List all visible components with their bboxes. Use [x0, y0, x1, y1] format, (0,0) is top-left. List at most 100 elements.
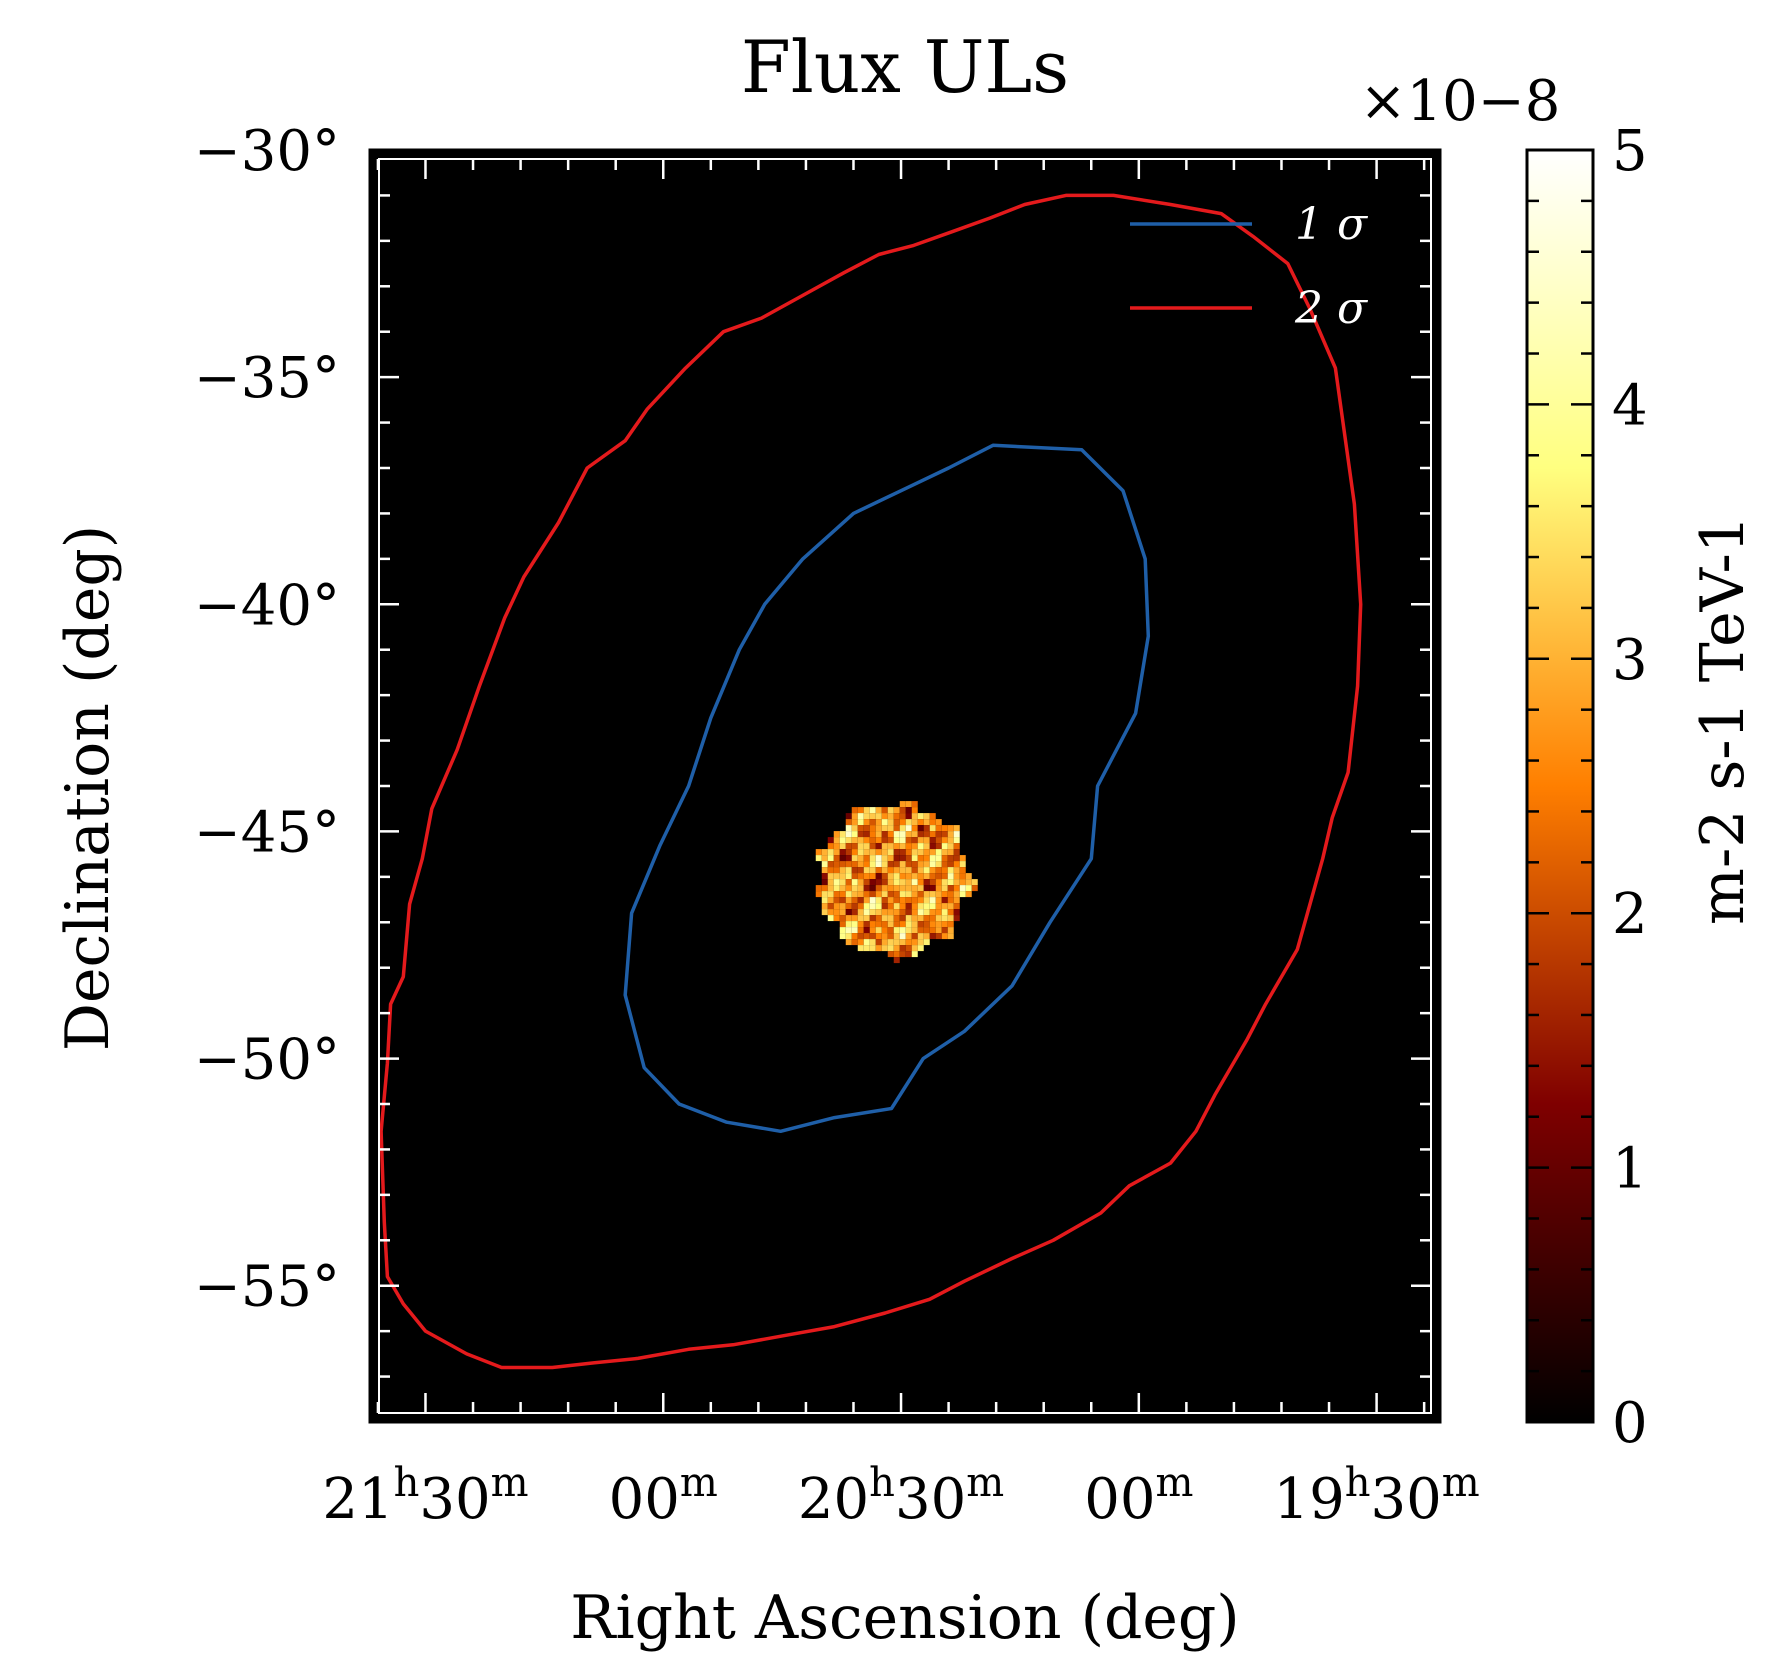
- heatmap-cell: [899, 933, 906, 940]
- heatmap-cell: [899, 897, 906, 904]
- heatmap-cell: [893, 957, 900, 964]
- heatmap-cell: [851, 813, 858, 820]
- heatmap-cell: [833, 861, 840, 868]
- heatmap-cell: [857, 819, 864, 826]
- heatmap-cell: [881, 837, 888, 844]
- heatmap-cell: [905, 813, 912, 820]
- heatmap-cell: [845, 831, 852, 838]
- heatmap-cell: [929, 933, 936, 940]
- heatmap-cell: [959, 885, 966, 892]
- heatmap-cell: [911, 819, 918, 826]
- heatmap-cell: [917, 939, 924, 946]
- heatmap-cell: [881, 933, 888, 940]
- contour-2-sigma: [379, 193, 1363, 1370]
- heatmap-cell: [875, 861, 882, 868]
- heatmap-cell: [863, 837, 870, 844]
- heatmap-cell: [833, 903, 840, 910]
- heatmap-cell: [905, 879, 912, 886]
- heatmap-cell: [893, 849, 900, 856]
- heatmap-cell: [857, 855, 864, 862]
- heatmap-cell: [875, 831, 882, 838]
- heatmap-cell: [899, 867, 906, 874]
- heatmap-cell: [947, 891, 954, 898]
- heatmap-cell: [845, 915, 852, 922]
- x-tick-m-sup: m: [491, 1460, 529, 1506]
- heatmap-cell: [857, 909, 864, 916]
- heatmap-cell: [905, 891, 912, 898]
- heatmap-cell: [917, 813, 924, 820]
- heatmap-cell: [827, 849, 834, 856]
- heatmap-cell: [923, 933, 930, 940]
- x-tick-h-sup: h: [869, 1460, 895, 1506]
- heatmap-cell: [923, 825, 930, 832]
- y-tick-label: −55°: [194, 1255, 340, 1320]
- x-tick-label: 19h30m: [1273, 1460, 1479, 1532]
- heatmap-cell: [911, 873, 918, 880]
- heatmap-cell: [863, 861, 870, 868]
- heatmap-cell: [911, 921, 918, 928]
- heatmap-cell: [953, 873, 960, 880]
- heatmap-cell: [941, 831, 948, 838]
- heatmap-cell: [863, 945, 870, 952]
- heatmap-cell: [923, 909, 930, 916]
- heatmap-cell: [893, 855, 900, 862]
- heatmap-cell: [887, 879, 894, 886]
- heatmap-cell: [959, 855, 966, 862]
- heatmap-cell: [845, 885, 852, 892]
- heatmap-cell: [827, 891, 834, 898]
- heatmap-cell: [935, 855, 942, 862]
- heatmap-cell: [923, 897, 930, 904]
- heatmap-cell: [899, 807, 906, 814]
- heatmap-cell: [887, 927, 894, 934]
- heatmap-cell: [839, 921, 846, 928]
- heatmap-cell: [923, 849, 930, 856]
- heatmap-region: [815, 801, 978, 964]
- heatmap-cell: [947, 831, 954, 838]
- heatmap-cell: [899, 885, 906, 892]
- heatmap-cell: [821, 909, 828, 916]
- heatmap-cell: [833, 909, 840, 916]
- heatmap-cell: [959, 873, 966, 880]
- heatmap-cell: [953, 897, 960, 904]
- heatmap-cell: [941, 879, 948, 886]
- heatmap-cell: [941, 837, 948, 844]
- heatmap-cell: [923, 885, 930, 892]
- heatmap-cell: [935, 837, 942, 844]
- heatmap-cell: [887, 855, 894, 862]
- heatmap-cell: [893, 951, 900, 958]
- heatmap-cell: [845, 891, 852, 898]
- heatmap-cell: [899, 861, 906, 868]
- heatmap-cell: [959, 879, 966, 886]
- heatmap-cell: [953, 879, 960, 886]
- heatmap-cell: [929, 849, 936, 856]
- heatmap-cell: [917, 897, 924, 904]
- heatmap-cell: [857, 885, 864, 892]
- heatmap-cell: [935, 903, 942, 910]
- heatmap-cell: [905, 843, 912, 850]
- heatmap-cell: [851, 915, 858, 922]
- heatmap-cell: [929, 843, 936, 850]
- heatmap-cell: [935, 885, 942, 892]
- x-tick-minutes: 30: [1371, 1467, 1442, 1532]
- heatmap-cell: [851, 825, 858, 832]
- heatmap-cell: [863, 903, 870, 910]
- heatmap-cell: [839, 897, 846, 904]
- heatmap-cell: [839, 903, 846, 910]
- heatmap-cell: [851, 885, 858, 892]
- heatmap-cell: [947, 927, 954, 934]
- heatmap-cell: [905, 885, 912, 892]
- heatmap-cell: [917, 849, 924, 856]
- heatmap-cell: [827, 885, 834, 892]
- heatmap-cell: [935, 873, 942, 880]
- heatmap-cell: [833, 843, 840, 850]
- heatmap-cell: [929, 897, 936, 904]
- heatmap-cell: [929, 879, 936, 886]
- heatmap-cell: [845, 921, 852, 928]
- x-tick-minutes: 00: [609, 1467, 680, 1532]
- heatmap-cell: [851, 897, 858, 904]
- heatmap-cell: [893, 909, 900, 916]
- heatmap-cell: [893, 813, 900, 820]
- heatmap-cell: [857, 873, 864, 880]
- heatmap-cell: [875, 903, 882, 910]
